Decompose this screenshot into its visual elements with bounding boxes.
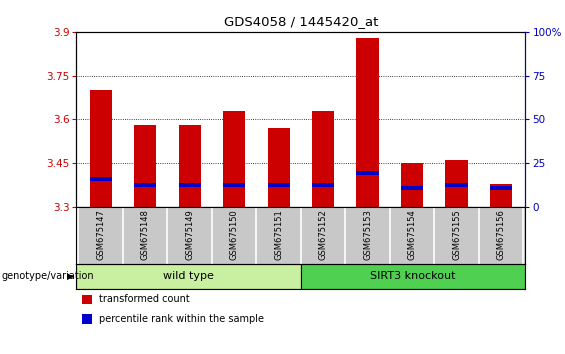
Text: GSM675148: GSM675148 xyxy=(141,209,150,260)
Bar xyxy=(312,183,334,187)
Bar xyxy=(90,90,112,207)
Bar xyxy=(490,186,512,190)
Text: GSM675153: GSM675153 xyxy=(363,209,372,260)
Bar xyxy=(179,183,201,187)
Text: GSM675151: GSM675151 xyxy=(274,209,283,259)
Bar xyxy=(134,183,157,187)
Text: ▶: ▶ xyxy=(67,272,73,281)
Text: GSM675152: GSM675152 xyxy=(319,209,328,259)
Text: percentile rank within the sample: percentile rank within the sample xyxy=(99,314,264,324)
Text: GSM675149: GSM675149 xyxy=(185,209,194,259)
Text: SIRT3 knockout: SIRT3 knockout xyxy=(371,272,456,281)
Bar xyxy=(267,183,290,187)
Text: transformed count: transformed count xyxy=(99,295,190,304)
Bar xyxy=(401,163,423,207)
Bar xyxy=(134,125,157,207)
Bar xyxy=(490,184,512,207)
Bar xyxy=(401,186,423,190)
Bar xyxy=(301,264,525,289)
Title: GDS4058 / 1445420_at: GDS4058 / 1445420_at xyxy=(224,15,378,28)
Bar xyxy=(312,111,334,207)
Text: GSM675155: GSM675155 xyxy=(452,209,461,259)
Bar xyxy=(223,183,245,187)
Text: GSM675150: GSM675150 xyxy=(229,209,238,259)
Bar xyxy=(267,128,290,207)
Bar xyxy=(179,125,201,207)
Bar xyxy=(357,38,379,207)
Text: GSM675156: GSM675156 xyxy=(497,209,506,260)
Text: GSM675147: GSM675147 xyxy=(96,209,105,260)
Bar xyxy=(357,171,379,175)
Bar xyxy=(76,264,301,289)
Text: GSM675154: GSM675154 xyxy=(407,209,416,259)
Text: genotype/variation: genotype/variation xyxy=(1,272,94,281)
Bar xyxy=(223,111,245,207)
Bar xyxy=(445,183,468,187)
Bar xyxy=(445,160,468,207)
Text: wild type: wild type xyxy=(163,272,214,281)
Bar xyxy=(90,177,112,181)
